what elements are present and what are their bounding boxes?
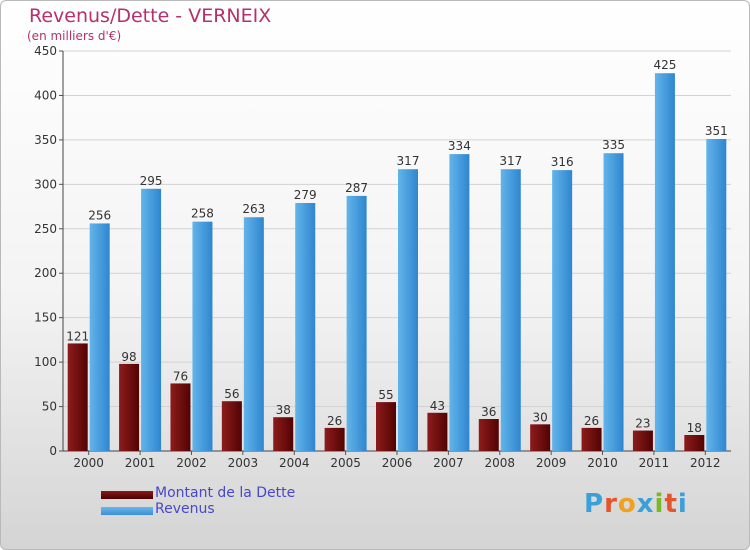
data-label-revenus-2004: 279: [294, 188, 317, 202]
logo-letter: x: [636, 489, 655, 519]
y-tick-label: 450: [34, 44, 57, 58]
data-label-dette-2004: 38: [276, 403, 291, 417]
data-label-dette-2006: 55: [378, 388, 393, 402]
data-label-dette-2012: 18: [687, 421, 702, 435]
data-label-dette-2000: 121: [66, 329, 89, 343]
logo-letter: P: [584, 489, 605, 519]
bar-revenus-2000: [89, 223, 110, 451]
logo-letter: r: [604, 489, 618, 519]
x-tick-label: 2002: [176, 456, 207, 470]
y-tick-label: 150: [34, 311, 57, 325]
x-tick-label: 2010: [587, 456, 618, 470]
proxiti-logo: Proxiti: [584, 489, 688, 519]
data-label-revenus-2002: 258: [191, 207, 214, 221]
bar-dette-2005: [324, 427, 345, 451]
chart-subtitle: (en milliers d'€): [27, 29, 122, 43]
data-label-dette-2009: 30: [533, 410, 548, 424]
legend-swatch-dette: [101, 491, 153, 499]
data-label-dette-2010: 26: [584, 414, 599, 428]
bar-revenus-2007: [449, 154, 470, 451]
bar-revenus-2005: [346, 195, 367, 451]
legend-label-dette: Montant de la Dette: [155, 485, 296, 501]
bar-revenus-2009: [552, 170, 573, 451]
bar-revenus-2004: [295, 203, 316, 451]
y-tick-label: 200: [34, 266, 57, 280]
x-tick-label: 2008: [484, 456, 515, 470]
bar-dette-2009: [530, 424, 551, 451]
logo-letter: i: [654, 489, 665, 519]
bar-dette-2000: [67, 343, 88, 451]
bar-revenus-2002: [192, 221, 213, 451]
bar-revenus-2001: [141, 188, 162, 451]
x-tick-label: 2001: [125, 456, 156, 470]
data-label-revenus-2012: 351: [705, 124, 728, 138]
legend-label-revenus: Revenus: [155, 501, 215, 517]
bar-dette-2008: [478, 419, 499, 451]
bar-dette-2002: [170, 383, 191, 451]
x-tick-label: 2007: [433, 456, 464, 470]
data-label-revenus-2001: 295: [140, 174, 163, 188]
y-tick-label: 50: [42, 400, 57, 414]
x-tick-label: 2000: [73, 456, 104, 470]
data-label-revenus-2005: 287: [345, 181, 368, 195]
data-label-dette-2003: 56: [224, 387, 239, 401]
data-label-dette-2007: 43: [430, 399, 445, 413]
bar-dette-2003: [221, 401, 242, 451]
x-tick-label: 2009: [536, 456, 567, 470]
data-label-revenus-2000: 256: [88, 208, 111, 222]
bar-revenus-2011: [654, 73, 675, 451]
y-tick-label: 350: [34, 133, 57, 147]
logo-letter: t: [664, 489, 678, 519]
bar-revenus-2003: [243, 217, 264, 451]
bar-dette-2011: [632, 430, 653, 451]
data-label-dette-2008: 36: [481, 405, 496, 419]
bar-dette-2001: [119, 363, 140, 451]
data-label-revenus-2011: 425: [653, 58, 676, 72]
data-label-revenus-2008: 317: [499, 154, 522, 168]
logo-letter: o: [617, 489, 637, 519]
data-label-dette-2011: 23: [635, 417, 650, 431]
legend-swatch-revenus: [101, 507, 153, 515]
bar-revenus-2006: [398, 169, 418, 451]
bar-revenus-2012: [706, 139, 727, 451]
data-label-dette-2005: 26: [327, 414, 342, 428]
y-tick-label: 250: [34, 222, 57, 236]
bar-dette-2004: [273, 417, 294, 451]
y-tick-label: 100: [34, 355, 57, 369]
bar-dette-2007: [427, 412, 448, 451]
data-label-dette-2001: 98: [121, 350, 136, 364]
data-label-revenus-2009: 316: [551, 155, 574, 169]
bar-dette-2010: [581, 427, 602, 451]
data-label-revenus-2007: 334: [448, 139, 471, 153]
x-tick-label: 2011: [639, 456, 670, 470]
logo-letter: i: [677, 489, 688, 519]
bar-dette-2012: [684, 435, 705, 451]
y-tick-label: 0: [49, 444, 57, 458]
y-tick-label: 300: [34, 177, 57, 191]
data-label-revenus-2010: 335: [602, 138, 625, 152]
bar-dette-2006: [376, 402, 396, 451]
bar-revenus-2010: [603, 153, 624, 451]
y-tick-label: 400: [34, 88, 57, 102]
data-label-revenus-2006: 317: [397, 154, 420, 168]
x-tick-label: 2006: [382, 456, 413, 470]
plot-area: [63, 51, 731, 451]
data-label-dette-2002: 76: [173, 369, 188, 383]
x-tick-label: 2012: [690, 456, 721, 470]
bar-revenus-2008: [500, 169, 521, 451]
x-tick-label: 2004: [279, 456, 310, 470]
x-tick-label: 2005: [330, 456, 361, 470]
data-label-revenus-2003: 263: [242, 202, 265, 216]
chart-title: Revenus/Dette - VERNEIX: [29, 5, 272, 27]
x-tick-label: 2003: [228, 456, 259, 470]
